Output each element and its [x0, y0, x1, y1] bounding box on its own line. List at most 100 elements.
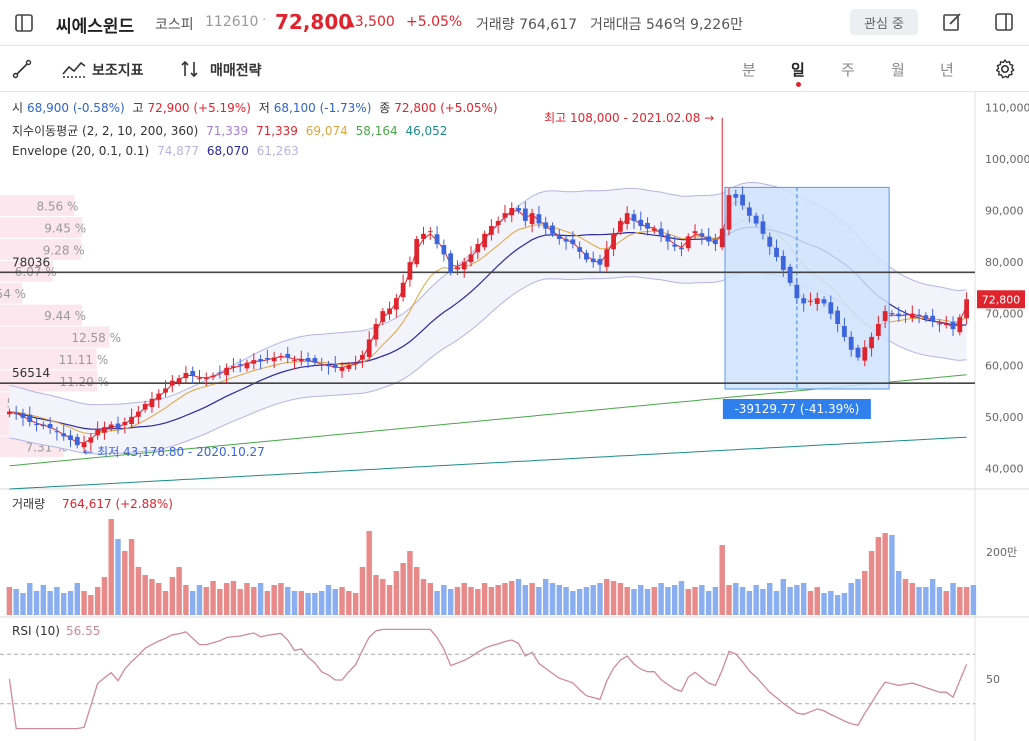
ma-legend[interactable]: 지수이동평균 (2, 2, 10, 200, 360) 71,339 71,33…: [12, 122, 451, 139]
candle-body: [774, 247, 779, 257]
volume-bar: [583, 587, 590, 615]
volume-bar: [515, 579, 522, 615]
candle-body: [882, 311, 888, 321]
y-tick-label: 40,000: [985, 462, 1024, 475]
volume-bar: [699, 585, 705, 615]
volume-bar: [122, 551, 128, 615]
candle-body: [780, 255, 786, 270]
volume-bar: [60, 593, 67, 615]
draw-line-icon[interactable]: [12, 59, 32, 79]
candle-body: [27, 414, 33, 422]
volume-bar: [352, 593, 359, 615]
candle-body: [102, 427, 107, 433]
volume-profile-bar: [0, 195, 75, 217]
candle-body: [461, 262, 467, 270]
volume-bar: [597, 583, 603, 615]
envelope-legend[interactable]: Envelope (20, 0.1, 0.1) 74,877 68,070 61…: [12, 144, 303, 158]
volume-bar: [536, 587, 542, 615]
low-value: 68,100 (-1.73%): [273, 101, 372, 115]
period-tab-week[interactable]: 주: [841, 61, 855, 79]
candle-body: [916, 314, 922, 317]
candle-body: [115, 423, 121, 429]
period-tab-minute[interactable]: 분: [742, 61, 756, 79]
candle-body: [373, 324, 379, 340]
volume-bar: [359, 567, 366, 615]
period-tab-day[interactable]: 일: [791, 61, 805, 79]
candle-body: [88, 437, 94, 443]
candle-body: [516, 208, 521, 211]
strategy-button[interactable]: 매매전략: [210, 63, 262, 79]
period-tab-year[interactable]: 년: [940, 61, 954, 79]
sidebar-toggle-icon[interactable]: [14, 13, 34, 33]
volume-profile-bar: [0, 260, 53, 282]
favorite-button[interactable]: 관심 중: [850, 9, 918, 35]
indicator-button[interactable]: 보조지표: [92, 63, 144, 79]
candle-body: [740, 194, 745, 206]
measure-box: [724, 186, 890, 390]
strategy-icon[interactable]: [180, 59, 200, 79]
volume-bar: [454, 587, 461, 615]
candle-body: [380, 311, 386, 322]
candle-body: [713, 239, 718, 245]
volume-bar: [318, 591, 325, 615]
candle-body: [563, 238, 569, 242]
volume-bar: [828, 591, 834, 615]
edit-icon[interactable]: [942, 12, 962, 32]
candle-body: [421, 233, 426, 239]
volume-bar: [203, 587, 209, 615]
volume-bar: [712, 587, 719, 615]
candle-body: [590, 258, 596, 263]
candle-body: [943, 324, 949, 326]
volume-bar: [773, 591, 780, 615]
volume-info: 거래량 764,617: [476, 14, 577, 34]
volume-bar: [366, 531, 372, 615]
candle-body: [611, 233, 616, 250]
volume-bar: [916, 587, 922, 615]
y-tick-label: 60,000: [985, 359, 1024, 372]
volume-bar: [400, 563, 406, 615]
candle-body: [95, 429, 101, 436]
volume-bar: [576, 589, 583, 615]
horizontal-line-label: 56514: [12, 366, 50, 380]
candle-body: [604, 249, 610, 267]
volume-bar: [346, 591, 352, 615]
up-triangle-icon: ▲: [347, 18, 355, 29]
volume-bar: [244, 583, 250, 615]
candle-body: [746, 207, 752, 216]
candle-body: [136, 411, 141, 417]
price-chart[interactable]: 110,000 100,000 90,000 80,000 70,000 60,000 50…: [0, 92, 1029, 741]
candle-body: [74, 436, 80, 446]
candle-body: [556, 235, 562, 239]
volume-bar: [665, 587, 671, 615]
candle-body: [950, 321, 956, 330]
ma-value-4: 58,164: [355, 124, 398, 138]
volume-bar: [325, 585, 332, 615]
volume-bar: [20, 593, 26, 615]
price-change-pct: +5.05%: [406, 14, 463, 30]
volume-label: 거래량: [476, 17, 515, 33]
volume-panel-label: 거래량: [12, 497, 45, 511]
candle-body: [176, 378, 182, 383]
volume-bar: [855, 579, 861, 615]
candle-body: [407, 262, 413, 280]
low-annotation: ← 최저 43,178.80 - 2020.10.27: [83, 445, 265, 459]
candle-body: [828, 302, 834, 314]
volume-bar: [108, 519, 114, 615]
volume-bar: [767, 583, 773, 615]
volume-bar: [40, 585, 47, 615]
volume-bar: [427, 583, 434, 615]
settings-gear-icon[interactable]: [994, 58, 1016, 80]
candle-body: [231, 366, 236, 368]
volume-bar: [291, 591, 298, 615]
layout-toggle-icon[interactable]: [994, 12, 1014, 32]
volume-bar: [481, 583, 488, 615]
volume-bar: [264, 591, 271, 615]
candle-body: [862, 347, 868, 361]
envelope-upper: 74,877: [157, 144, 200, 158]
period-tab-month[interactable]: 월: [891, 61, 905, 79]
candle-body: [522, 208, 528, 221]
volume-bar: [88, 595, 94, 615]
candle-body: [699, 233, 705, 237]
indicator-icon[interactable]: [62, 59, 86, 79]
volume-bar: [794, 585, 800, 615]
